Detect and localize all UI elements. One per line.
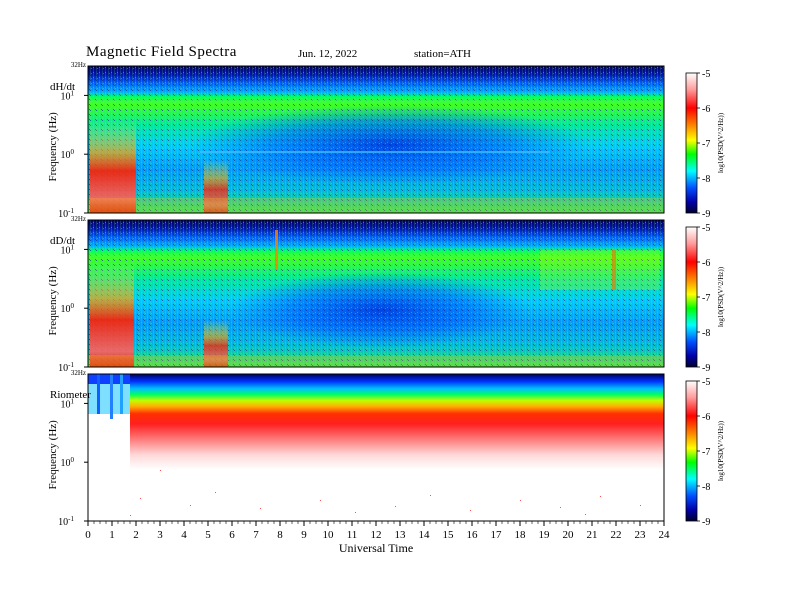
y-tick-label: 10-1 [58, 361, 74, 374]
colorbar-tick-label: -8 [702, 328, 710, 339]
y-tick-label: 101 [61, 397, 75, 410]
colorbar-tick-label: -7 [702, 139, 710, 150]
y-axis-1: dD/dt 32Hz 101 100 10-1 Frequency (Hz) [47, 215, 88, 374]
x-tick-label: 20 [563, 529, 575, 541]
colorbar-2: -5 -6 -7 -8 -9 log10(PSD(V^2/Hz)) [685, 377, 725, 528]
colorbar-scale [685, 226, 698, 368]
panel-dddt [87, 219, 665, 368]
y-axis-label: Frequency (Hz) [47, 266, 59, 336]
x-tick-label: 6 [229, 529, 235, 541]
y-axis-2: Riometer 32Hz 101 100 10-1 Frequency (Hz) [47, 369, 91, 528]
x-tick-label: 7 [253, 529, 259, 541]
panel-riometer [87, 373, 665, 522]
x-tick-label: 17 [491, 529, 503, 541]
y-tick-label: 100 [61, 148, 75, 161]
x-tick-label: 12 [371, 529, 382, 541]
y-tick-label: 10-1 [58, 207, 74, 220]
x-tick-label: 21 [587, 529, 598, 541]
colorbar-tick-label: -6 [702, 104, 710, 115]
x-tick-label: 8 [277, 529, 283, 541]
x-tick-label: 24 [659, 529, 671, 541]
y-axis-label: Frequency (Hz) [47, 420, 59, 490]
x-tick-label: 3 [157, 529, 163, 541]
colorbar-0: -5 -6 -7 -8 -9 log10(PSD(V^2/Hz)) [685, 69, 725, 220]
colorbar-tick-label: -6 [702, 258, 710, 269]
colorbar-label: log10(PSD(V^2/Hz)) [717, 420, 725, 481]
x-tick-label: 9 [301, 529, 307, 541]
y-tick-label: 10-1 [58, 515, 74, 528]
colorbar-tick-label: -9 [702, 517, 710, 528]
x-axis-label: Universal Time [339, 541, 413, 555]
figure-title: Magnetic Field Spectra [86, 44, 237, 60]
colorbar-scale [685, 380, 698, 522]
y-axis-0: dH/dt 32Hz 101 100 10-1 Frequency (Hz) [47, 61, 88, 220]
x-tick-label: 22 [611, 529, 622, 541]
colorbar-tick-label: -6 [702, 412, 710, 423]
y-top-label: 32Hz [71, 369, 86, 377]
colorbar-1: -5 -6 -7 -8 -9 log10(PSD(V^2/Hz)) [685, 223, 725, 374]
x-tick-label: 23 [635, 529, 647, 541]
colorbar-label: log10(PSD(V^2/Hz)) [717, 266, 725, 327]
x-tick-label: 15 [443, 529, 455, 541]
x-tick-label: 1 [109, 529, 115, 541]
colorbar-tick-label: -5 [702, 377, 710, 388]
colorbar-tick-label: -9 [702, 363, 710, 374]
y-tick-label: 101 [61, 89, 75, 102]
colorbar-tick-label: -7 [702, 447, 710, 458]
colorbar-tick-label: -7 [702, 293, 710, 304]
panel-name: dH/dt [50, 81, 75, 93]
colorbar-tick-label: -5 [702, 223, 710, 234]
x-tick-label: 13 [395, 529, 407, 541]
panel-name: dD/dt [50, 235, 75, 247]
colorbar-tick-label: -8 [702, 482, 710, 493]
panel-dhdt [87, 65, 665, 214]
x-tick-label: 19 [539, 529, 551, 541]
panel-name: Riometer [50, 389, 91, 401]
x-tick-label: 18 [515, 529, 527, 541]
x-tick-label: 5 [205, 529, 211, 541]
colorbar-scale [685, 72, 698, 214]
y-top-label: 32Hz [71, 215, 86, 223]
x-tick-label: 14 [419, 529, 431, 541]
y-top-label: 32Hz [71, 61, 86, 69]
colorbar-tick-label: -5 [702, 69, 710, 80]
station-label: station=ATH [414, 48, 471, 60]
x-axis: 0 1 2 3 4 5 6 7 8 9 10 11 12 13 14 15 16 17 18 19 20 21 22 23 24 [85, 521, 670, 541]
date-label: Jun. 12, 2022 [298, 48, 358, 60]
colorbar-label: log10(PSD(V^2/Hz)) [717, 112, 725, 173]
y-tick-label: 100 [61, 456, 75, 469]
colorbar-tick-label: -9 [702, 209, 710, 220]
x-tick-label: 0 [85, 529, 91, 541]
panel-riometer-spectrogram [88, 374, 664, 521]
y-axis-label: Frequency (Hz) [47, 112, 59, 182]
x-tick-label: 16 [467, 529, 479, 541]
colorbar-tick-label: -8 [702, 174, 710, 185]
x-tick-label: 11 [347, 529, 358, 541]
x-tick-label: 10 [323, 529, 335, 541]
x-tick-label: 4 [181, 529, 187, 541]
y-tick-label: 101 [61, 243, 75, 256]
y-tick-label: 100 [61, 302, 75, 315]
x-tick-label: 2 [133, 529, 139, 541]
